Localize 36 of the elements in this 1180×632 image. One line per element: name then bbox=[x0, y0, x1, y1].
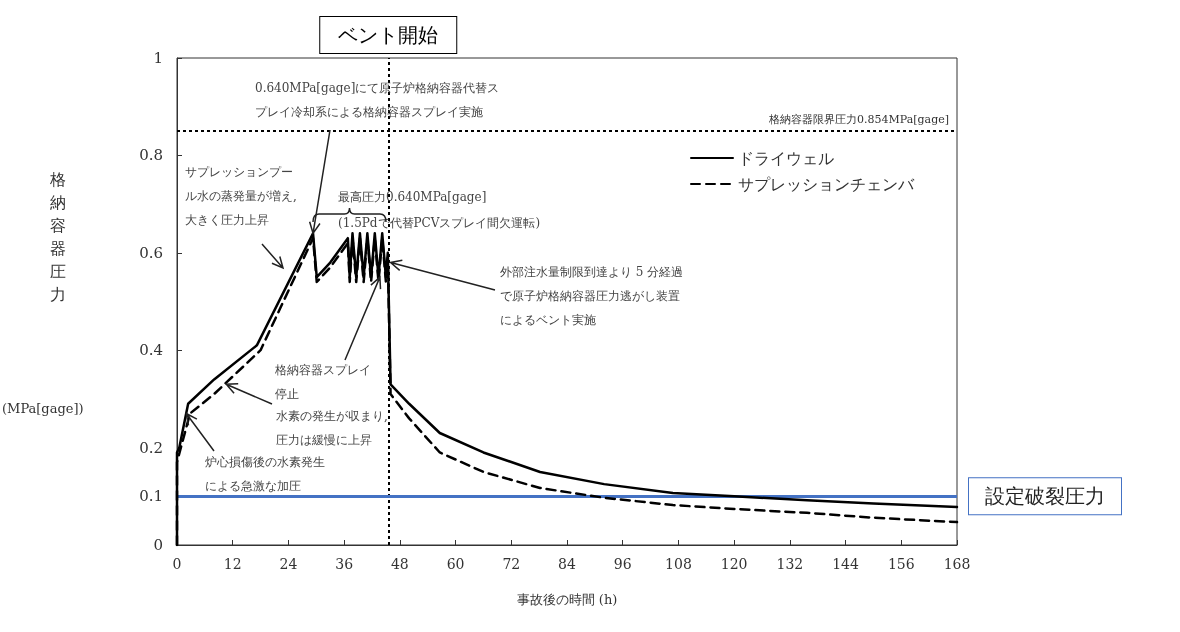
y-tick-label: 0.2 bbox=[139, 438, 163, 457]
annotation: 炉心損傷後の水素発生による急激な加圧 bbox=[205, 454, 326, 495]
x-tick-label: 48 bbox=[390, 556, 409, 572]
annotation: 格納容器スプレイ停止 bbox=[275, 362, 372, 403]
ref-line-label: 格納容器限界圧力0.854MPa[gage] bbox=[768, 113, 949, 127]
y-tick-label: 0.6 bbox=[139, 243, 163, 262]
x-axis-title: 事故後の時間 (h) bbox=[516, 592, 618, 607]
annotation: 外部注水量制限到達より 5 分経過で原子炉格納容器圧力逃がし装置によるベント実施 bbox=[500, 264, 684, 329]
x-tick-label: 0 bbox=[172, 556, 182, 572]
y-tick-label: 1 bbox=[153, 49, 163, 67]
x-tick-label: 96 bbox=[613, 556, 632, 572]
y-tick-label: 0.8 bbox=[139, 146, 163, 165]
x-tick-label: 84 bbox=[558, 556, 576, 572]
annotation: 水素の発生が収まり,圧力は緩慢に上昇 bbox=[276, 408, 389, 449]
x-tick-label: 132 bbox=[776, 556, 804, 572]
y-tick-label: 0.1 bbox=[139, 487, 163, 506]
annotation: サプレッションプール水の蒸発量が増え,大きく圧力上昇 bbox=[185, 164, 298, 229]
ref-line-label: 設定破裂圧力 bbox=[985, 484, 1105, 509]
y-tick-label: 0 bbox=[153, 536, 163, 554]
x-tick-label: 60 bbox=[446, 556, 465, 572]
ref-line-label: ベント開始 bbox=[338, 23, 439, 47]
x-tick-label: 24 bbox=[279, 556, 298, 572]
x-tick-label: 72 bbox=[502, 556, 521, 572]
y-tick-label: 0.4 bbox=[139, 341, 163, 360]
annotation: 0.640MPa[gage]にて原子炉格納容器代替スプレイ冷却系による格納容器スプレイ実施 bbox=[255, 80, 501, 121]
x-tick-label: 12 bbox=[223, 556, 242, 572]
x-tick-label: 144 bbox=[832, 556, 860, 572]
x-tick-label: 120 bbox=[720, 556, 748, 572]
text: 格納容器圧力 (MPa[gage]) bbox=[2, 170, 84, 416]
x-tick-label: 156 bbox=[887, 556, 915, 572]
legend-label: ドライウェル bbox=[738, 148, 834, 168]
x-tick-label: 108 bbox=[665, 556, 692, 572]
annotation: 最高圧力0.640MPa[gage] (1.5Pdで代替PCVスプレイ間欠運転) bbox=[338, 189, 541, 232]
x-tick-label: 168 bbox=[943, 556, 971, 572]
x-tick-label: 36 bbox=[335, 556, 354, 572]
legend-label: サプレッションチェンバ bbox=[738, 174, 915, 194]
